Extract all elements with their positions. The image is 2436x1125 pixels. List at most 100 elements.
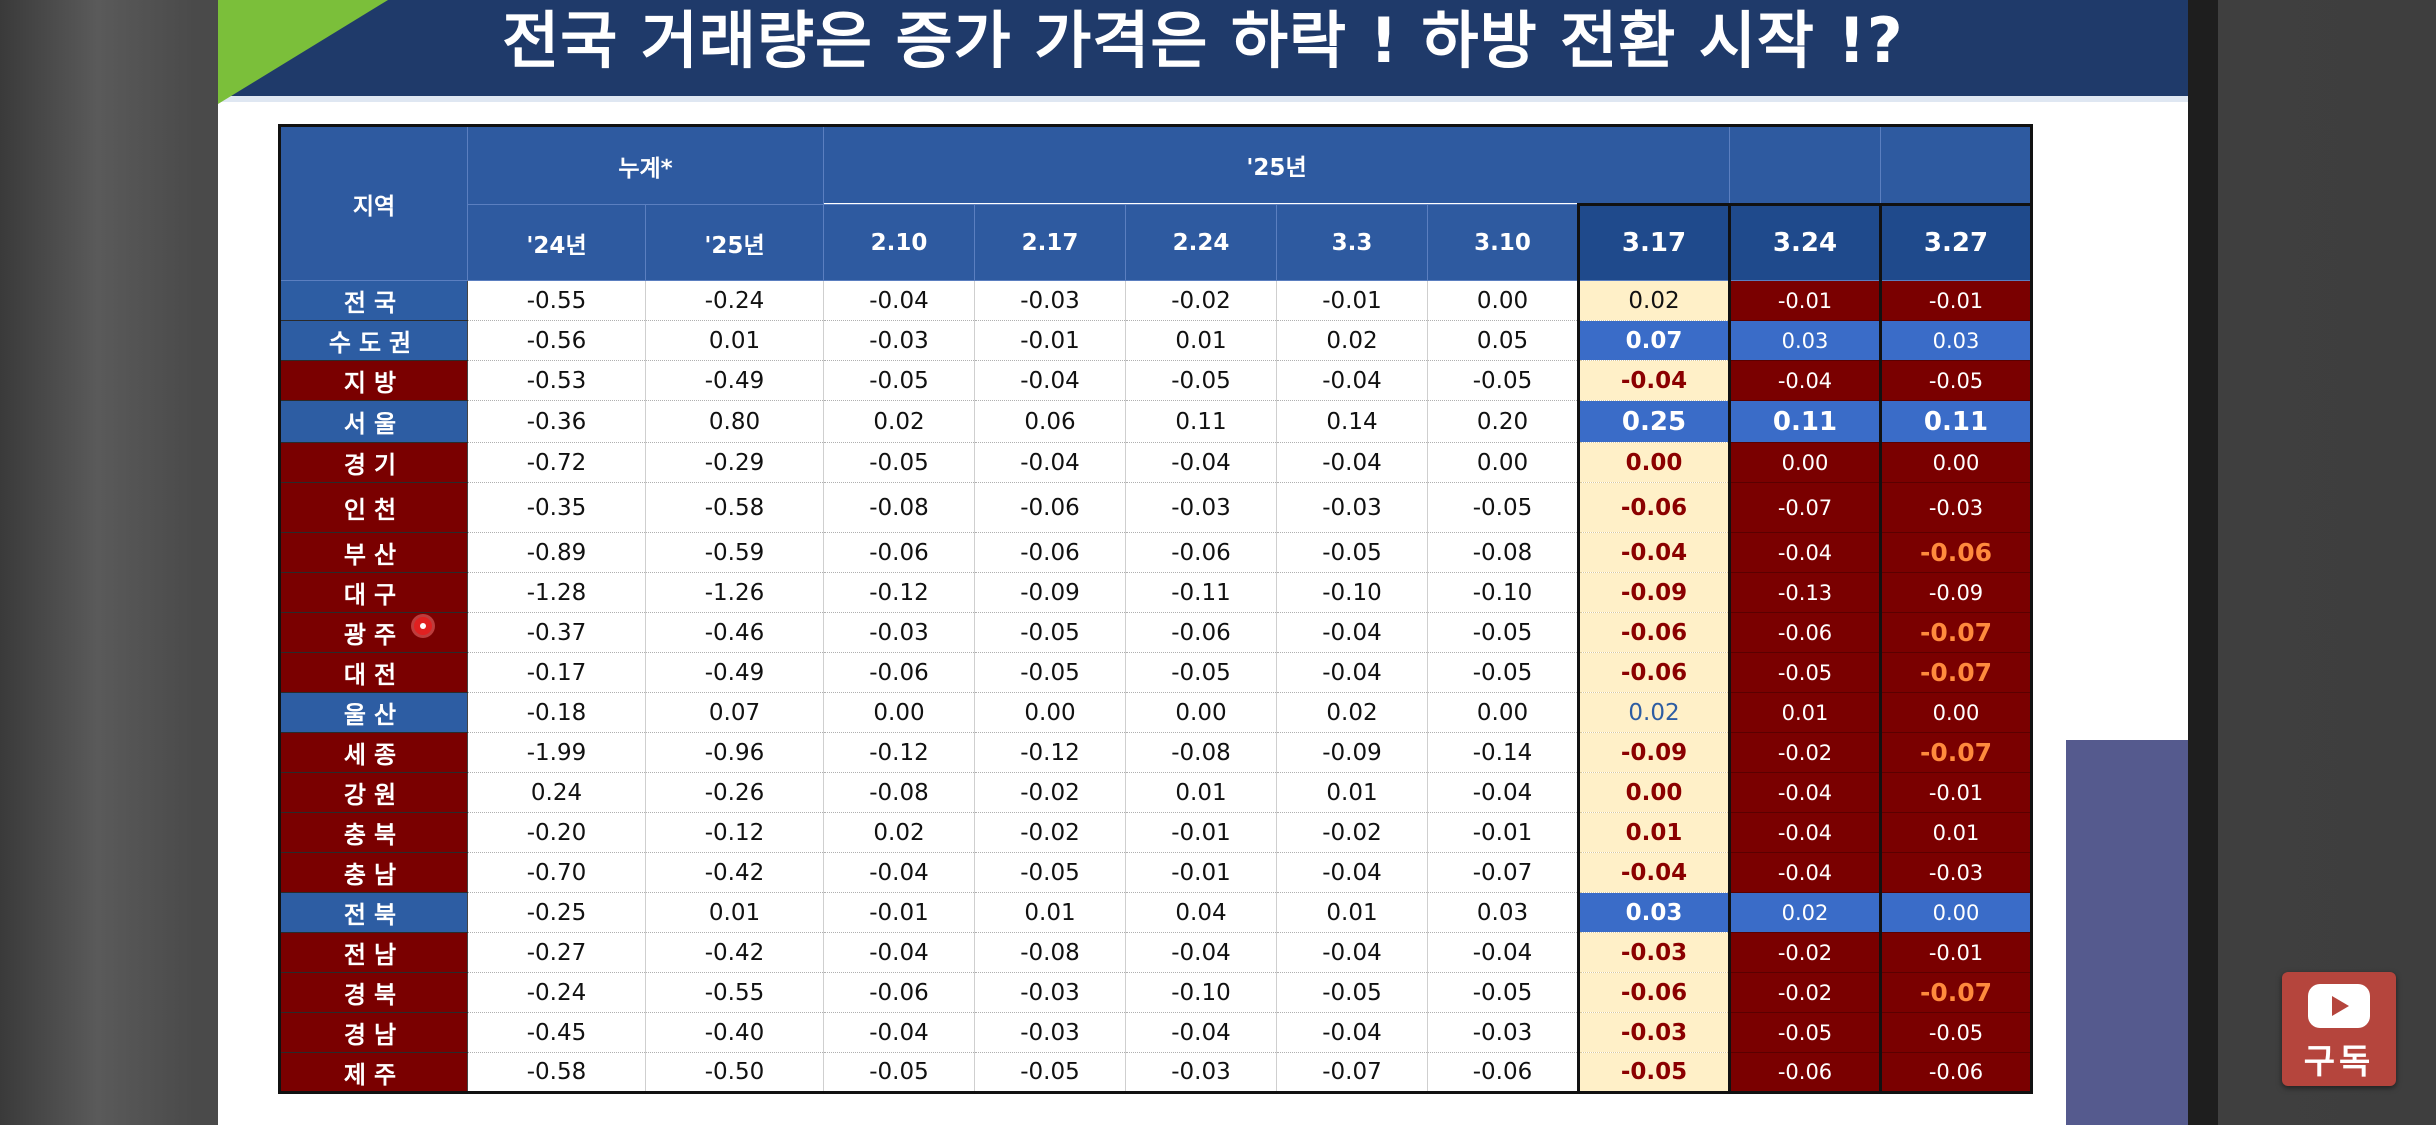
value-cell: -0.35	[467, 482, 646, 533]
region-label: 울산	[279, 692, 468, 733]
table-row: 지방 -0.53 -0.49 -0.05 -0.04 -0.05 -0.04 -0.05 -0.…	[279, 360, 2033, 401]
column-header: '24년	[467, 204, 646, 281]
value-cell-highlight: 0.00	[1577, 442, 1731, 483]
region-label: 제주	[279, 1052, 468, 1093]
value-cell: -0.05	[974, 652, 1126, 693]
value-cell-recent: -0.06	[1880, 532, 2033, 573]
value-cell: 0.02	[1276, 692, 1428, 733]
value-cell: 0.05	[1427, 320, 1579, 361]
decorative-panel	[2066, 740, 2188, 1125]
value-cell: -0.05	[1427, 612, 1579, 653]
region-label: 세종	[279, 732, 468, 773]
value-cell: -0.03	[823, 612, 975, 653]
value-cell: 0.00	[1125, 692, 1277, 733]
value-cell: 0.00	[823, 692, 975, 733]
value-cell: 0.01	[1276, 892, 1428, 933]
value-cell: 0.00	[1427, 692, 1579, 733]
table-row: 경북 -0.24 -0.55 -0.06 -0.03 -0.10 -0.05 -0.05 -0.…	[279, 972, 2033, 1013]
value-cell-highlight: -0.03	[1577, 1012, 1731, 1053]
column-header: 3.3	[1276, 204, 1428, 281]
value-cell: -0.05	[1427, 652, 1579, 693]
region-label: 부산	[279, 532, 468, 573]
value-cell: -1.26	[645, 572, 824, 613]
value-cell: -0.24	[645, 280, 824, 321]
region-label: 강원	[279, 772, 468, 813]
value-cell-highlight: 0.02	[1577, 280, 1731, 321]
value-cell: -0.04	[1276, 932, 1428, 973]
value-cell: -0.10	[1276, 572, 1428, 613]
value-cell: -0.06	[823, 652, 975, 693]
value-cell: -0.55	[467, 280, 646, 321]
value-cell: 0.14	[1276, 400, 1428, 443]
subscribe-button[interactable]: 구독	[2282, 972, 2396, 1086]
region-label: 전국	[279, 280, 468, 321]
value-cell: -0.08	[974, 932, 1126, 973]
value-cell-recent: -0.07	[1880, 972, 2033, 1013]
value-cell-recent: -0.01	[1880, 280, 2033, 321]
pointer-marker	[414, 617, 432, 635]
table-row: 제주 -0.58 -0.50 -0.05 -0.05 -0.03 -0.07 -0.06 -0.…	[279, 1052, 2033, 1093]
column-header-row: '24년 '25년 2.10 2.17 2.24 3.3 3.10 3.17 3.24 3.27	[280, 203, 2033, 281]
value-cell-highlight: 0.07	[1577, 320, 1731, 361]
value-cell: -0.06	[1125, 612, 1277, 653]
table-row: 대구 -1.28 -1.26 -0.12 -0.09 -0.11 -0.10 -0.10 -0.…	[279, 572, 2033, 613]
value-cell-recent: -0.01	[1729, 280, 1882, 321]
value-cell: -0.04	[823, 932, 975, 973]
table-row: 전국 -0.55 -0.24 -0.04 -0.03 -0.02 -0.01 0.00 0.02…	[279, 280, 2033, 321]
value-cell-highlight: -0.06	[1577, 482, 1731, 533]
youtube-play-icon	[2308, 984, 2370, 1028]
value-cell: -0.10	[1427, 572, 1579, 613]
region-label: 전북	[279, 892, 468, 933]
value-cell: -0.40	[645, 1012, 824, 1053]
value-cell: -0.02	[1276, 812, 1428, 853]
value-cell-recent: -0.01	[1880, 772, 2033, 813]
value-cell: -0.70	[467, 852, 646, 893]
value-cell: -1.28	[467, 572, 646, 613]
value-cell-recent: -0.06	[1880, 1052, 2033, 1093]
value-cell-recent: 0.11	[1729, 400, 1882, 443]
value-cell: -0.18	[467, 692, 646, 733]
value-cell: -0.11	[1125, 572, 1277, 613]
value-cell-highlight: -0.03	[1577, 932, 1731, 973]
region-label: 서울	[279, 400, 468, 443]
region-label: 경기	[279, 442, 468, 483]
value-cell: 0.24	[467, 772, 646, 813]
value-cell: -0.01	[1276, 280, 1428, 321]
value-cell-highlight: -0.04	[1577, 852, 1731, 893]
value-cell: -0.08	[823, 482, 975, 533]
value-cell: -0.05	[1276, 532, 1428, 573]
table-row: 서울 -0.36 0.80 0.02 0.06 0.11 0.14 0.20 0.25 0.11 0…	[279, 400, 2033, 443]
value-cell-highlight: -0.06	[1577, 612, 1731, 653]
value-cell: -0.03	[823, 320, 975, 361]
value-cell: -0.05	[1427, 482, 1579, 533]
green-corner-decoration	[218, 0, 388, 104]
value-cell: 0.02	[1276, 320, 1428, 361]
value-cell: -0.01	[974, 320, 1126, 361]
value-cell: -0.42	[645, 852, 824, 893]
value-cell: 0.07	[645, 692, 824, 733]
value-cell: -0.08	[1427, 532, 1579, 573]
region-label: 인천	[279, 482, 468, 533]
value-cell: -0.58	[645, 482, 824, 533]
table-row: 경기 -0.72 -0.29 -0.05 -0.04 -0.04 -0.04 0.00 0.00…	[279, 442, 2033, 483]
value-cell: -0.05	[823, 1052, 975, 1093]
value-cell-recent: -0.04	[1729, 532, 1882, 573]
region-label: 충남	[279, 852, 468, 893]
value-cell: -0.49	[645, 652, 824, 693]
value-cell: -0.04	[1276, 852, 1428, 893]
value-cell-highlight: -0.09	[1577, 572, 1731, 613]
column-header: '25년	[645, 204, 824, 281]
table-row: 대전 -0.17 -0.49 -0.06 -0.05 -0.05 -0.04 -0.05 -0.…	[279, 652, 2033, 693]
value-cell-recent: -0.04	[1729, 812, 1882, 853]
value-cell: 0.01	[1125, 320, 1277, 361]
value-cell-recent: -0.01	[1880, 932, 2033, 973]
value-cell: -0.04	[1276, 612, 1428, 653]
value-cell: 0.04	[1125, 892, 1277, 933]
value-cell-recent: -0.07	[1729, 482, 1882, 533]
value-cell: -0.04	[1276, 1012, 1428, 1053]
column-header: 2.17	[974, 204, 1126, 281]
value-cell-recent: -0.02	[1729, 932, 1882, 973]
table-row: 경남 -0.45 -0.40 -0.04 -0.03 -0.04 -0.04 -0.03 -0.…	[279, 1012, 2033, 1053]
value-cell-recent: -0.13	[1729, 572, 1882, 613]
value-cell: -0.03	[1276, 482, 1428, 533]
